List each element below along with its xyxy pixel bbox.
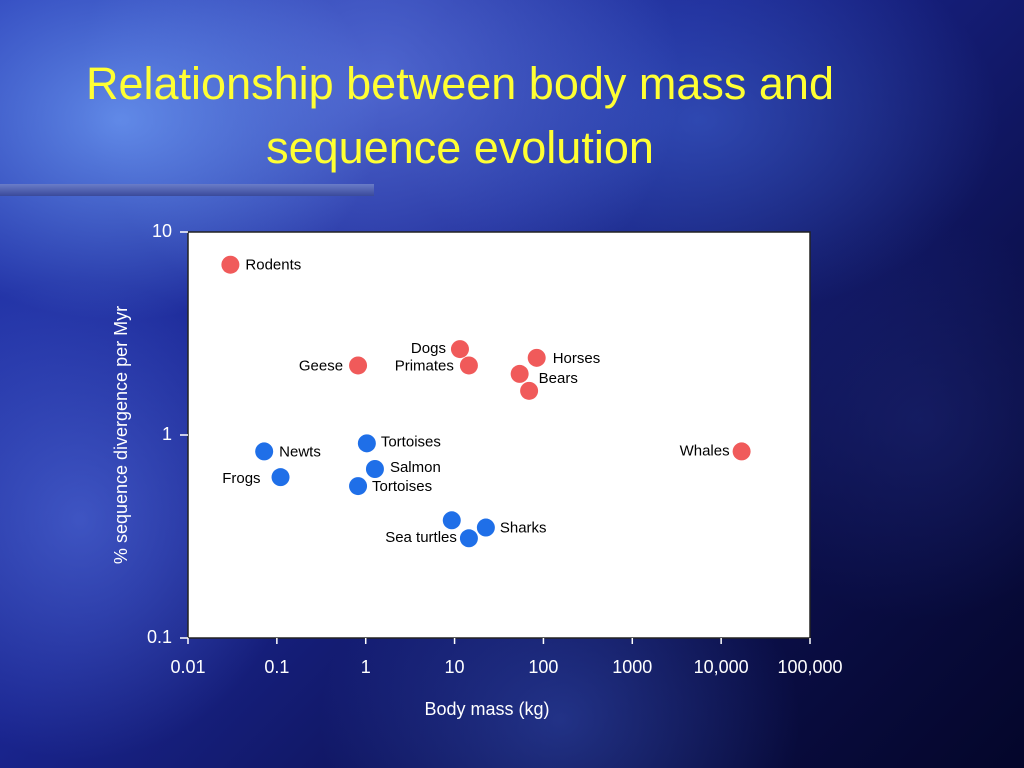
- point-label: Tortoises: [381, 433, 441, 450]
- point-label: Bears: [539, 370, 578, 387]
- x-tick-label: 0.1: [264, 657, 289, 677]
- y-tick-label: 10: [152, 221, 172, 241]
- point-label: Frogs: [222, 470, 260, 487]
- data-point: [221, 255, 240, 274]
- plot-area: [187, 231, 811, 639]
- y-axis-label: % sequence divergence per Myr: [111, 306, 131, 564]
- data-point: [520, 381, 539, 400]
- x-tick-label: 100: [528, 657, 558, 677]
- data-point: [271, 468, 290, 487]
- data-point: [510, 364, 529, 383]
- point-label: Sharks: [500, 520, 547, 537]
- data-point: [357, 434, 376, 453]
- data-point: [527, 348, 546, 367]
- point-label: Sea turtles: [385, 529, 457, 546]
- x-tick-label: 10,000: [694, 657, 749, 677]
- data-point: [365, 460, 384, 479]
- x-tick-label: 0.01: [170, 657, 205, 677]
- point-label: Rodents: [245, 257, 301, 274]
- point-label: Dogs: [411, 340, 446, 357]
- y-tick-label: 1: [162, 424, 172, 444]
- point-label: Tortoises: [372, 478, 432, 495]
- data-point: [476, 518, 495, 537]
- data-point: [349, 477, 368, 496]
- point-label: Geese: [299, 357, 343, 374]
- point-label: Horses: [553, 350, 601, 367]
- point-label: Salmon: [390, 459, 441, 476]
- x-tick-label: 1000: [612, 657, 652, 677]
- data-point: [732, 442, 751, 461]
- point-label: Primates: [395, 357, 454, 374]
- title-underline: [0, 184, 374, 196]
- data-point: [459, 529, 478, 548]
- data-point: [459, 356, 478, 375]
- data-point: [349, 356, 368, 375]
- x-tick-label: 10: [445, 657, 465, 677]
- point-label: Newts: [279, 443, 321, 460]
- data-point: [255, 442, 274, 461]
- point-label: Whales: [680, 442, 730, 459]
- slide-title: Relationship between body mass and seque…: [86, 58, 834, 173]
- x-tick-label: 100,000: [777, 657, 842, 677]
- data-point: [442, 511, 461, 530]
- x-tick-label: 1: [361, 657, 371, 677]
- x-axis-label: Body mass (kg): [424, 699, 549, 719]
- data-point: [450, 340, 469, 359]
- y-tick-label: 0.1: [147, 627, 172, 647]
